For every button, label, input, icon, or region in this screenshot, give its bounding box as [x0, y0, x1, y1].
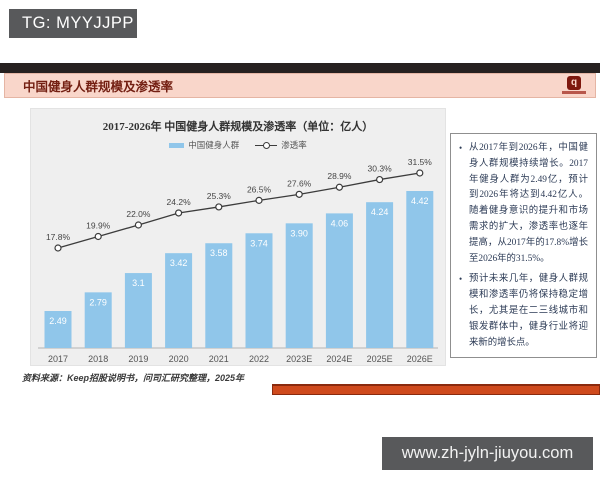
bar-swatch-icon [169, 142, 185, 148]
bar-value-label: 3.58 [210, 248, 228, 258]
chart-title: 2017-2026年 中国健身人群规模及渗透率（单位：亿人） [102, 121, 374, 133]
chart-panel: 2017-2026年 中国健身人群规模及渗透率（单位：亿人） 中国健身人群 渗透… [30, 108, 446, 366]
penetration-point [295, 190, 303, 198]
insight-text-1: 从2017年到2026年，中国健身人群规模持续增长。2017年健身人群为2.49… [469, 143, 588, 264]
tg-watermark-badge: TG: MYYJJPP [9, 9, 137, 38]
bar-value-label: 4.06 [331, 218, 349, 228]
bullet-icon: • [459, 274, 463, 285]
legend-item-bars: 中国健身人群 [169, 139, 239, 151]
fitness-population-bar [406, 191, 434, 348]
year-tick-label: 2017 [48, 354, 68, 364]
page-title: 中国健身人群规模及渗透率 [23, 80, 174, 94]
penetration-point [54, 244, 62, 252]
penetration-point [94, 232, 102, 241]
penetration-point [416, 169, 424, 177]
penetration-value-label: 28.9% [327, 171, 352, 181]
bar-value-label: 3.90 [290, 228, 308, 238]
year-tick-label: 2018 [88, 354, 108, 364]
legend-label-bars: 中国健身人群 [188, 140, 240, 150]
year-tick-label: 2019 [128, 354, 148, 364]
chart-legend: 中国健身人群 渗透率 [31, 139, 445, 151]
penetration-point [255, 196, 263, 204]
insight-panel: • 从2017年到2026年，中国健身人群规模持续增长。2017年健身人群为2.… [450, 133, 597, 358]
year-tick-label: 2025E [367, 354, 393, 364]
penetration-value-label: 30.3% [368, 164, 393, 174]
penetration-point [175, 209, 183, 217]
bar-value-label: 4.24 [371, 207, 389, 217]
line-marker-icon [255, 141, 278, 149]
penetration-point [335, 183, 343, 191]
insight-bullet-2: • 预计未来几年，健身人群规模和渗透率仍将保持稳定增长，尤其是在二三线城市和银发… [459, 272, 588, 351]
bar-value-label: 2.49 [49, 316, 67, 326]
bar-value-label: 3.42 [170, 258, 188, 268]
slide-header: 中国健身人群规模及渗透率 q [4, 73, 596, 98]
fitness-population-bar [285, 223, 313, 348]
year-tick-label: 2020 [169, 354, 189, 364]
legend-label-line: 渗透率 [281, 140, 307, 150]
year-tick-label: 2024E [326, 354, 352, 364]
url-watermark-badge: www.zh-jyln-jiuyou.com [382, 437, 593, 470]
penetration-value-label: 31.5% [408, 157, 433, 167]
bullet-icon: • [459, 143, 463, 153]
brand-logo-wordmark [562, 91, 586, 94]
penetration-point [376, 175, 384, 184]
penetration-point [215, 203, 223, 211]
bar-value-label: 3.1 [132, 278, 145, 288]
penetration-value-label: 26.5% [247, 184, 272, 194]
fitness-population-bar [325, 213, 353, 348]
chart-plot: 2.49 2017 2.79 2018 3.1 2019 3.42 2020 3.58 2021 3… [38, 157, 438, 364]
penetration-value-label: 27.6% [287, 178, 312, 188]
insight-bullet-1: • 从2017年到2026年，中国健身人群规模持续增长。2017年健身人群为2.… [459, 141, 588, 267]
penetration-value-label: 17.8% [46, 232, 71, 242]
penetration-line [57, 172, 420, 249]
brand-logo: q [559, 75, 589, 94]
fitness-population-bar [44, 311, 72, 348]
fitness-population-bar [165, 253, 193, 348]
fitness-population-bar [84, 292, 112, 348]
brand-logo-icon: q [567, 76, 581, 90]
bar-value-label: 3.74 [250, 238, 268, 248]
year-tick-label: 2021 [209, 354, 229, 364]
bar-value-label: 4.42 [411, 196, 429, 206]
penetration-value-label: 25.3% [207, 191, 232, 201]
fitness-population-bar [205, 243, 233, 348]
year-tick-label: 2022 [249, 354, 269, 364]
source-note: 资料来源：Keep招股说明书，问司汇研究整理，2025年 [22, 373, 245, 383]
insight-text-2: 预计未来几年，健身人群规模和渗透率仍将保持稳定增长，尤其是在二三线城市和银发群体… [469, 274, 588, 348]
year-tick-label: 2026E [407, 354, 433, 364]
penetration-value-label: 22.0% [126, 209, 151, 219]
penetration-value-label: 24.2% [167, 197, 192, 207]
bar-value-label: 2.79 [89, 297, 107, 307]
year-tick-label: 2023E [286, 354, 312, 364]
penetration-value-label: 19.9% [86, 221, 111, 231]
fitness-population-bar [366, 202, 394, 348]
penetration-point [134, 221, 143, 229]
legend-item-line: 渗透率 [255, 139, 307, 151]
fitness-population-bar [245, 233, 273, 348]
footer-accent-bar [272, 384, 600, 395]
top-divider-bar [0, 63, 600, 73]
fitness-population-bar [124, 273, 152, 348]
